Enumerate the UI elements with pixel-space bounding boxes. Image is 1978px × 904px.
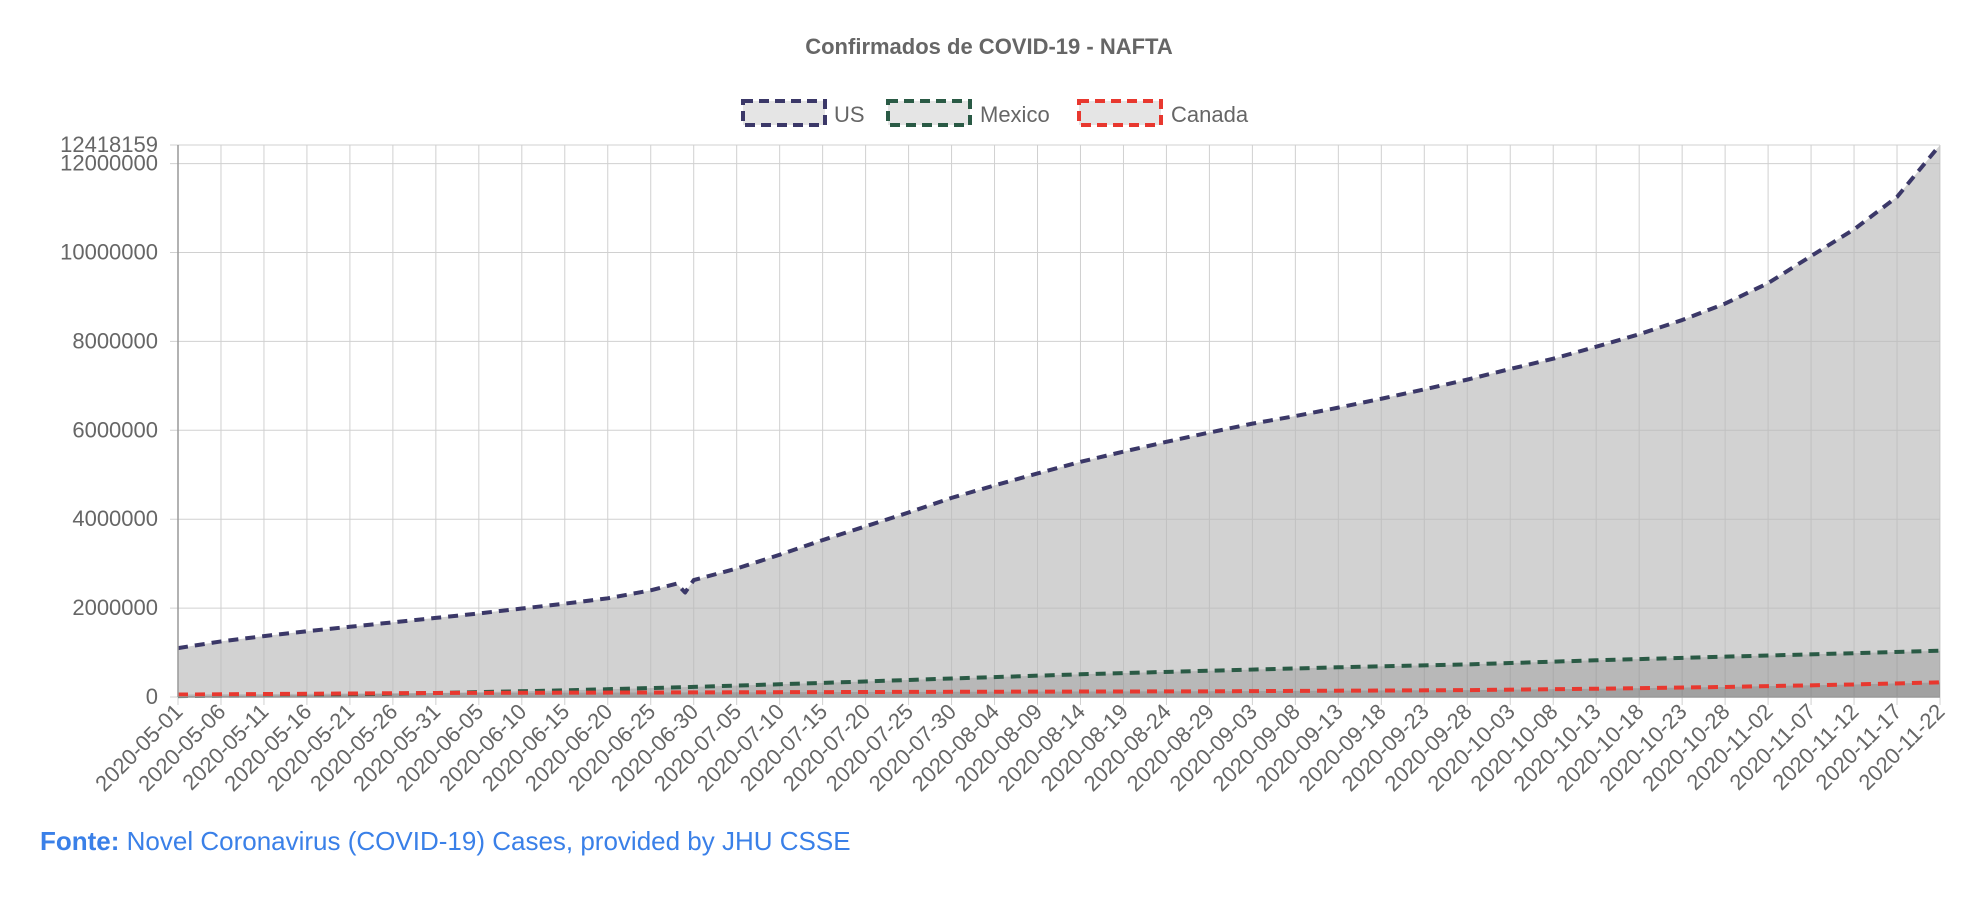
x-axis-tick-labels: 2020-05-012020-05-062020-05-112020-05-16… <box>90 699 1949 796</box>
y-tick-label: 4000000 <box>72 506 158 531</box>
source-link[interactable]: Novel Coronavirus (COVID-19) Cases, prov… <box>126 826 851 856</box>
legend-swatch-mexico <box>886 99 972 127</box>
legend-label-mexico: Mexico <box>980 102 1050 127</box>
y-tick-label: 10000000 <box>60 239 158 264</box>
legend-label-us: US <box>834 102 865 127</box>
area-mexico <box>178 650 1940 697</box>
source-prefix: Fonte: <box>40 826 120 856</box>
legend-swatch-canada <box>1077 99 1163 127</box>
legend: US Mexico Canada <box>741 99 1249 127</box>
source-note: Fonte: Novel Coronavirus (COVID-19) Case… <box>40 826 851 857</box>
legend-item-us[interactable]: US <box>741 99 865 127</box>
y-tick-label: 12418159 <box>60 132 158 157</box>
series-areas <box>178 145 1940 697</box>
y-axis-tick-labels: 0 2000000 4000000 6000000 8000000 10000000 120… <box>60 132 158 709</box>
y-tick-label: 2000000 <box>72 595 158 620</box>
area-base-us <box>178 145 1940 697</box>
area-canada <box>178 682 1940 697</box>
line-mexico[interactable] <box>177 648 1941 699</box>
legend-label-canada: Canada <box>1171 102 1249 127</box>
line-us[interactable] <box>177 143 1942 651</box>
y-tick-label: 0 <box>146 684 158 709</box>
y-tick-label: 8000000 <box>72 328 158 353</box>
line-canada[interactable] <box>177 680 1941 697</box>
legend-item-mexico[interactable]: Mexico <box>886 99 1050 127</box>
legend-item-canada[interactable]: Canada <box>1077 99 1249 127</box>
series-lines <box>177 143 1942 699</box>
axes <box>177 145 1940 698</box>
area-us <box>178 145 1940 697</box>
y-tick-label: 12000000 <box>60 151 158 176</box>
legend-swatch-us <box>741 99 827 127</box>
chart-title: Confirmados de COVID-19 - NAFTA <box>805 34 1173 59</box>
y-tick-label: 6000000 <box>72 417 158 442</box>
